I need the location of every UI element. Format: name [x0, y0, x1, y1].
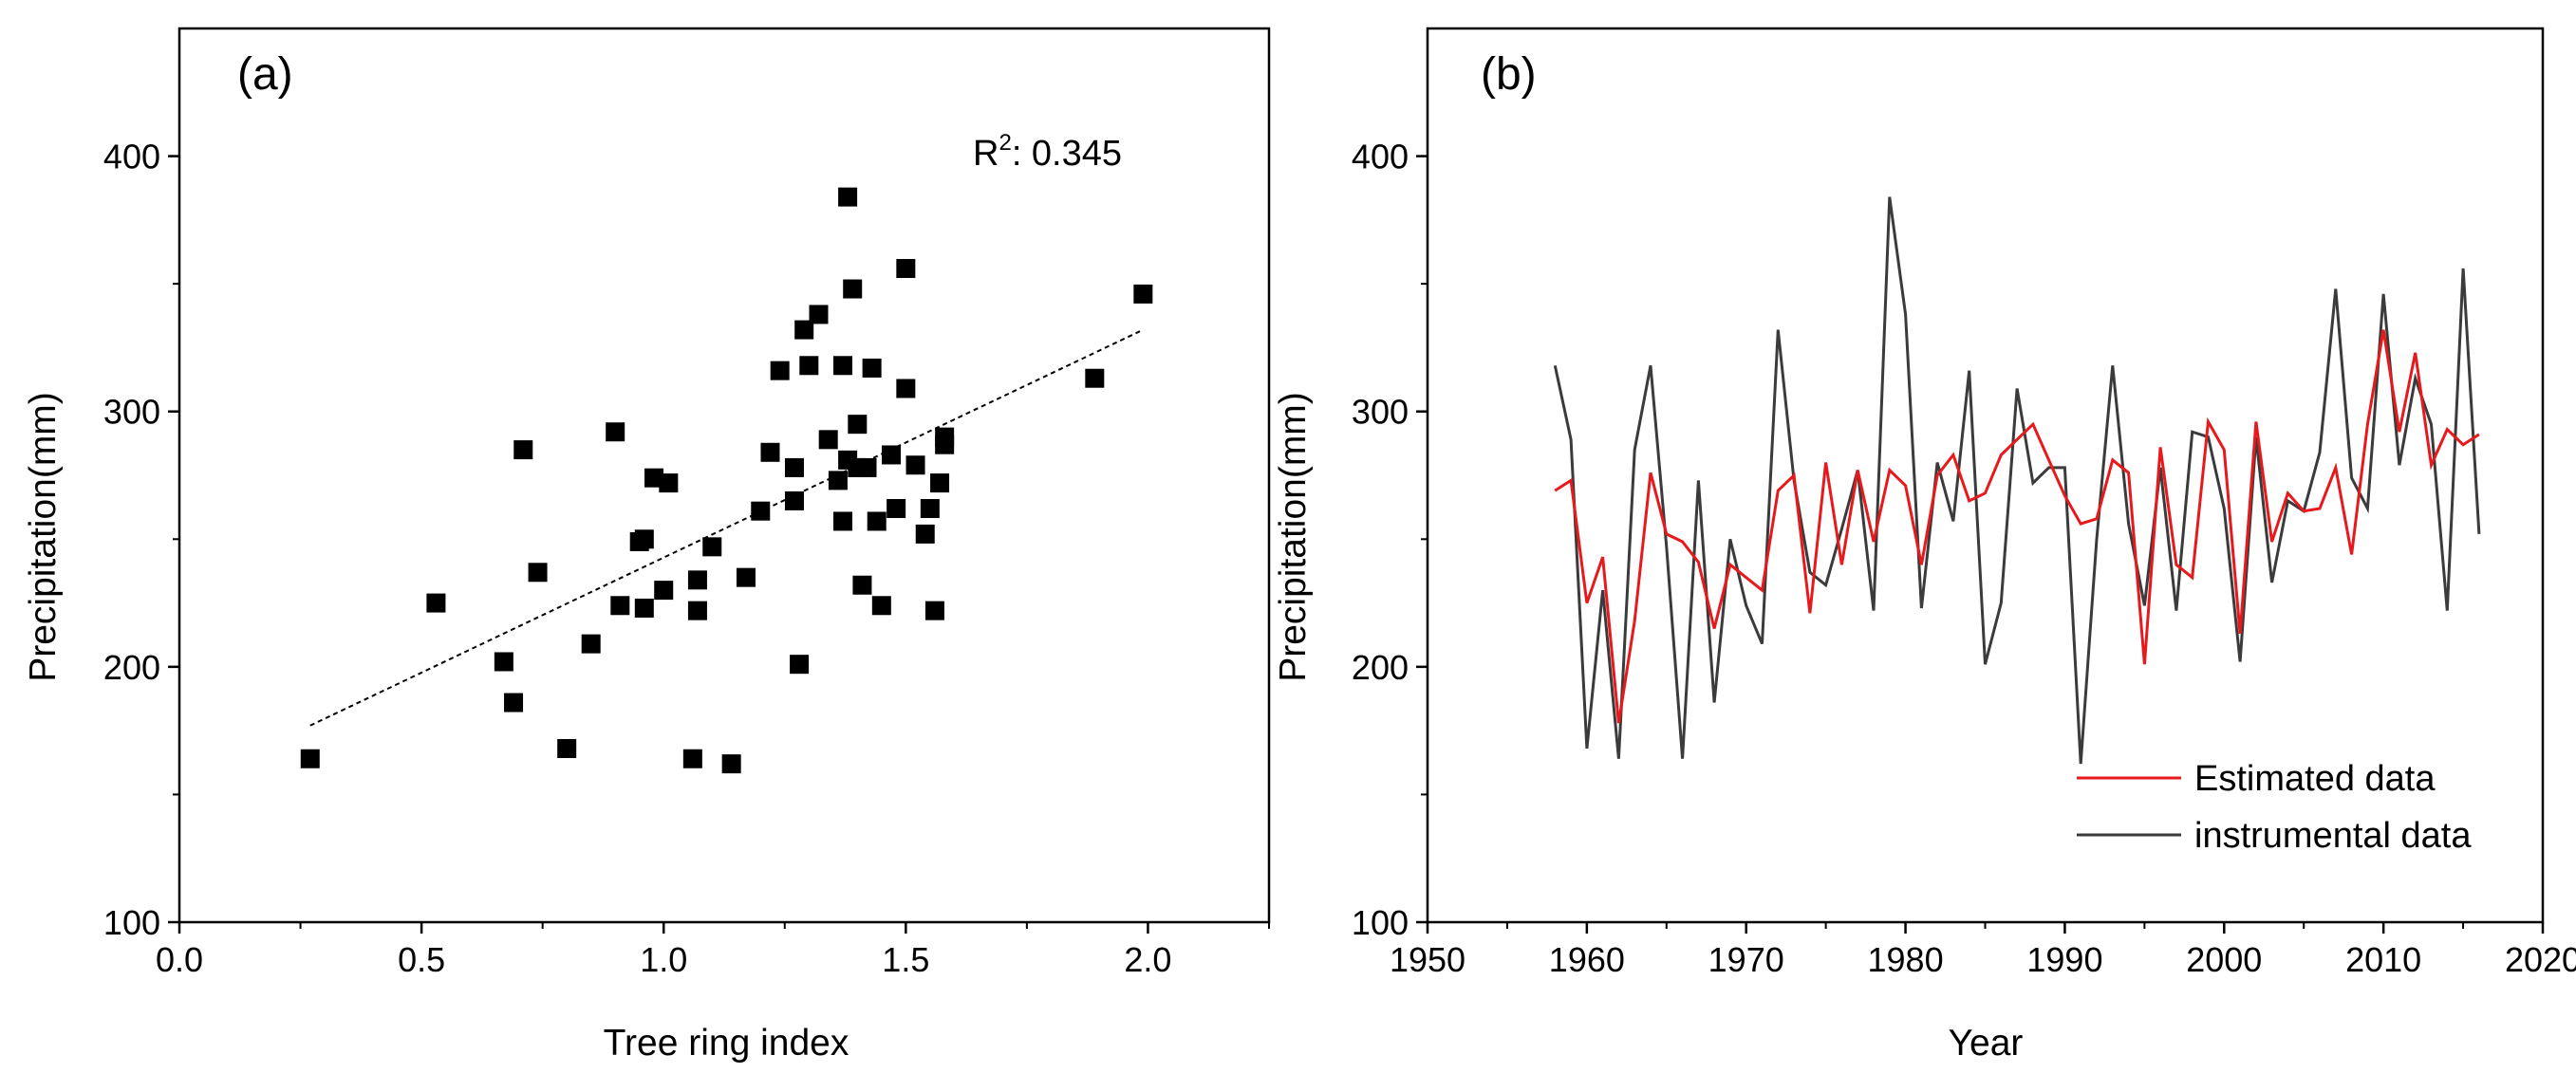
- x-tick-label-b: 1950: [1390, 940, 1465, 979]
- x-tick-label-a: 1.0: [640, 940, 687, 979]
- scatter-point: [848, 415, 868, 435]
- scatter-point: [818, 430, 838, 450]
- y-tick-label-b: 100: [1352, 903, 1409, 942]
- scatter-point: [702, 537, 722, 557]
- legend-label-estimated: Estimated data: [2194, 759, 2436, 799]
- scatter-point: [1085, 368, 1105, 388]
- scatter-point: [784, 490, 804, 510]
- scatter-point: [300, 749, 320, 768]
- scatter-point: [606, 422, 625, 442]
- legend-label-instrumental: instrumental data: [2194, 816, 2472, 856]
- scatter-point: [736, 567, 756, 587]
- x-tick-label-b: 2010: [2345, 940, 2421, 979]
- r-squared-annotation: R2: 0.345: [973, 130, 1122, 174]
- scatter-point: [1133, 284, 1153, 304]
- scatter-point: [634, 529, 654, 549]
- x-tick-label-a: 2.0: [1124, 940, 1171, 979]
- legend: Estimated data instrumental data: [2077, 759, 2472, 856]
- x-axis-title-b: Year: [1949, 1023, 2024, 1064]
- scatter-point: [504, 693, 524, 713]
- scatter-point: [833, 511, 853, 531]
- scatter-point: [659, 473, 679, 493]
- x-tick-label-a: 0.5: [398, 940, 445, 979]
- scatter-point: [634, 598, 654, 618]
- r-squared-exponent: 2: [999, 130, 1011, 156]
- y-tick-label-b: 300: [1352, 393, 1409, 432]
- panel-b-label: (b): [1481, 49, 1537, 100]
- scatter-point: [770, 361, 790, 380]
- scatter-point: [857, 457, 877, 477]
- scatter-point: [843, 279, 863, 299]
- scatter-point: [915, 524, 935, 544]
- scatter-point: [920, 498, 940, 518]
- scatter-point: [896, 258, 916, 278]
- scatter-point: [610, 596, 630, 616]
- scatter-point: [924, 601, 944, 620]
- x-tick-label-b: 2020: [2505, 940, 2576, 979]
- scatter-point: [687, 570, 707, 590]
- y-axis-title-b: Precipitation(mm): [1273, 392, 1314, 682]
- y-tick-label-a: 100: [103, 903, 160, 942]
- r-squared-label: R: [973, 134, 999, 174]
- scatter-point: [930, 473, 950, 493]
- scatter-point: [751, 501, 771, 521]
- scatter-point: [828, 471, 848, 490]
- scatter-point: [581, 634, 601, 654]
- x-tick-label-b: 1970: [1708, 940, 1784, 979]
- x-tick-label-b: 1960: [1549, 940, 1625, 979]
- r-squared-value: : 0.345: [1012, 134, 1122, 174]
- y-tick-label-a: 200: [103, 648, 160, 687]
- scatter-point: [513, 440, 533, 460]
- y-tick-label-a: 400: [103, 138, 160, 176]
- series-line-estimated: [1554, 329, 2480, 724]
- scatter-point: [896, 379, 916, 398]
- scatter-point: [682, 749, 702, 768]
- panel-a-scatter: 0.0 0.5 1.0 1.5 2.0 100 200 300 400 (a) R2: 0.34…: [23, 27, 1271, 1064]
- scatter-point: [871, 596, 891, 616]
- plot-frame-a: [177, 27, 1271, 924]
- scatter-point: [862, 358, 882, 378]
- scatter-point: [784, 457, 804, 477]
- x-axis-title-a: Tree ring index: [604, 1023, 849, 1064]
- scatter-point: [494, 652, 513, 672]
- x-tick-label-b: 2000: [2186, 940, 2262, 979]
- x-tick-label-a: 1.5: [882, 940, 929, 979]
- scatter-point: [833, 356, 853, 376]
- y-tick-label-b: 200: [1352, 648, 1409, 687]
- scatter-point: [867, 511, 887, 531]
- x-tick-label-b: 1990: [2026, 940, 2102, 979]
- y-tick-label-a: 300: [103, 393, 160, 432]
- scatter-point: [528, 563, 548, 583]
- y-tick-label-b: 400: [1352, 138, 1409, 176]
- scatter-point: [687, 601, 707, 620]
- scatter-point: [882, 445, 902, 465]
- scatter-point: [799, 356, 819, 376]
- series-line-instrumental: [1553, 196, 2481, 765]
- panel-a-label: (a): [237, 49, 293, 100]
- scatter-point: [644, 468, 664, 488]
- scatter-point: [794, 320, 814, 340]
- scatter-point: [838, 187, 858, 207]
- scatter-point: [905, 455, 925, 475]
- y-axis-title-a: Precipitation(mm): [23, 392, 64, 682]
- scatter-point: [760, 442, 780, 462]
- scatter-point: [426, 593, 446, 613]
- x-tick-label-b: 1980: [1868, 940, 1944, 979]
- scatter-point: [654, 581, 674, 601]
- scatter-point: [935, 435, 955, 454]
- scatter-point: [790, 655, 810, 675]
- scatter-point: [887, 498, 906, 518]
- panel-b-timeseries: 1950 1960 1970 1980 1990 2000 2010 2020 100 200 30…: [1273, 27, 2576, 1064]
- scatter-point: [809, 305, 829, 324]
- scatter-point: [557, 738, 577, 758]
- x-tick-label-a: 0.0: [156, 940, 203, 979]
- scatter-point: [852, 575, 872, 595]
- scatter-point: [721, 754, 741, 774]
